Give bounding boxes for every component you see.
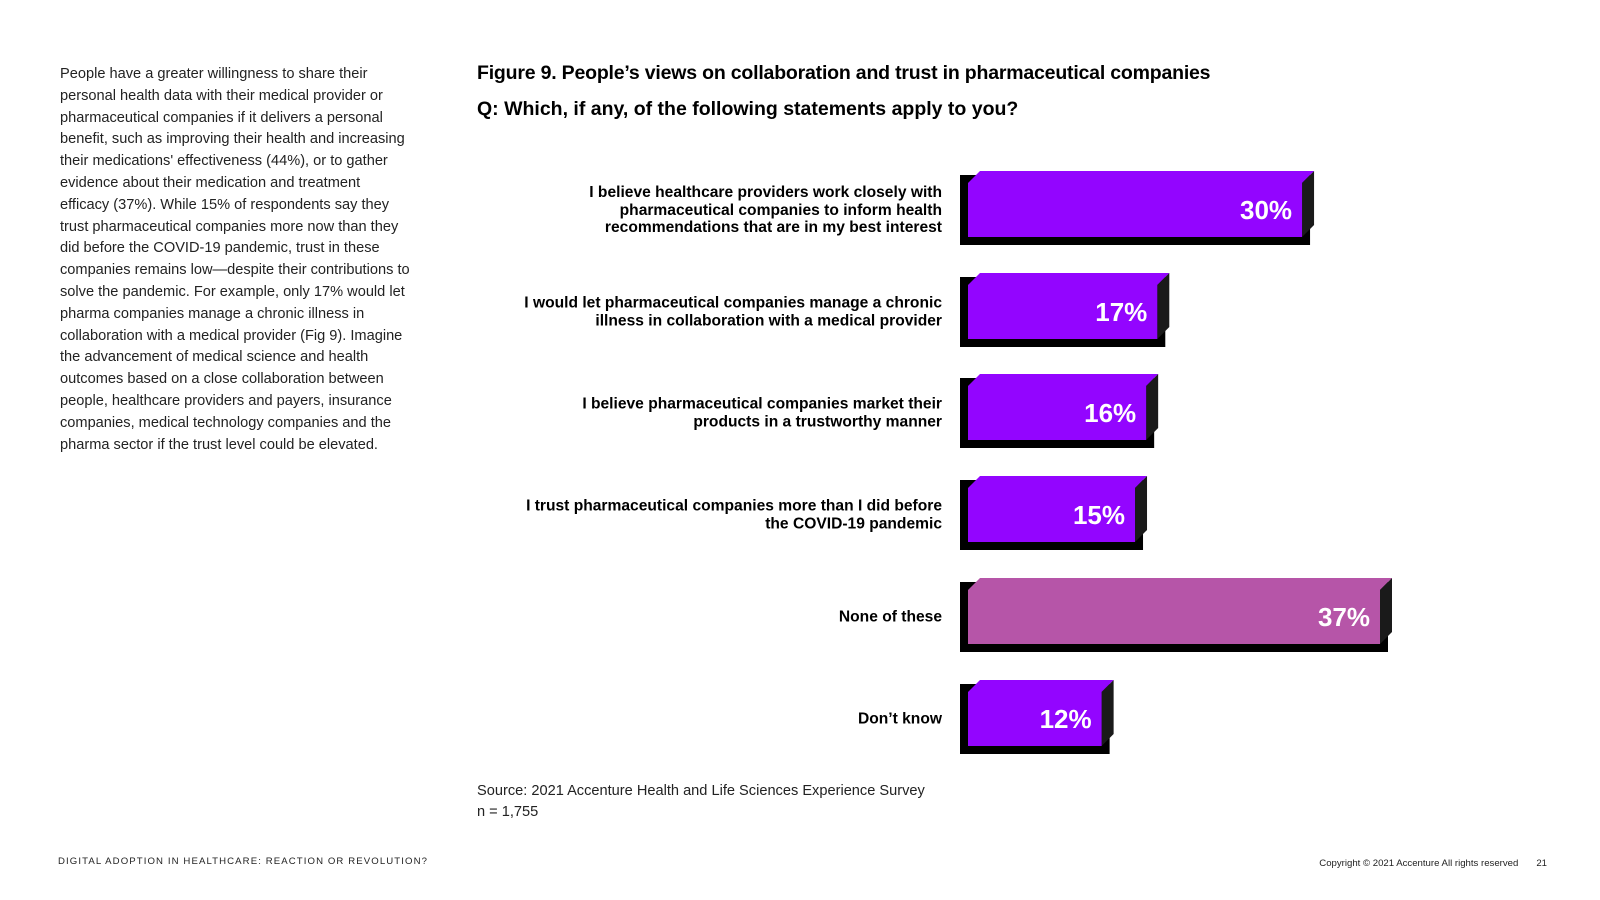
bar-value-label-2: 16% [1084,398,1136,428]
bar-label-4: None of these [838,608,942,626]
bar-value-label-3: 15% [1073,500,1125,530]
bar-top-face-3 [968,476,1148,488]
bar-label-1: I would let pharmaceutical companies man… [524,294,942,330]
bar-3 [968,488,1136,542]
source-line: Source: 2021 Accenture Health and Life S… [477,783,925,799]
source-note: Source: 2021 Accenture Health and Life S… [477,781,925,822]
bar-label-0: I believe healthcare providers work clos… [589,183,942,236]
page-number: 21 [1536,858,1547,869]
bar-side-face-4 [1380,578,1392,644]
bar-value-label-5: 12% [1040,704,1092,734]
intro-paragraph: People have a greater willingness to sha… [60,66,410,453]
bar-top-face-5 [968,680,1114,692]
bar-side-face-2 [1146,374,1159,440]
bar-4 [968,590,1380,644]
bar-side-face-5 [1101,680,1114,746]
bar-top-face-0 [968,171,1315,183]
report-title-footer: DIGITAL ADOPTION IN HEALTHCARE: REACTION… [58,856,429,867]
bar-label-3: I trust pharmaceutical companies more th… [526,497,942,533]
bar-side-face-3 [1135,476,1148,542]
bar-top-face-4 [968,578,1392,590]
bar-value-label-0: 30% [1240,195,1292,225]
bar-5 [968,692,1102,746]
bar-value-label-1: 17% [1095,297,1147,327]
bar-side-face-1 [1157,273,1170,339]
bar-top-face-1 [968,273,1170,285]
bar-1 [968,285,1158,339]
bar-0 [968,183,1303,237]
footer-right: Copyright © 2021 Accenture All rights re… [1319,858,1547,869]
sample-size: n = 1,755 [477,803,539,820]
bar-top-face-2 [968,374,1159,386]
bar-label-2: I believe pharmaceutical companies marke… [582,395,942,431]
bar-2 [968,386,1147,440]
bar-label-5: Don’t know [857,710,942,728]
figure-question: Q: Which, if any, of the following state… [477,98,1019,120]
bar-side-face-0 [1302,171,1315,237]
copyright-text: Copyright © 2021 Accenture All rights re… [1319,858,1519,869]
figure-title: Figure 9. People’s views on collaboratio… [477,62,1211,84]
bar-value-label-4: 37% [1318,602,1370,632]
